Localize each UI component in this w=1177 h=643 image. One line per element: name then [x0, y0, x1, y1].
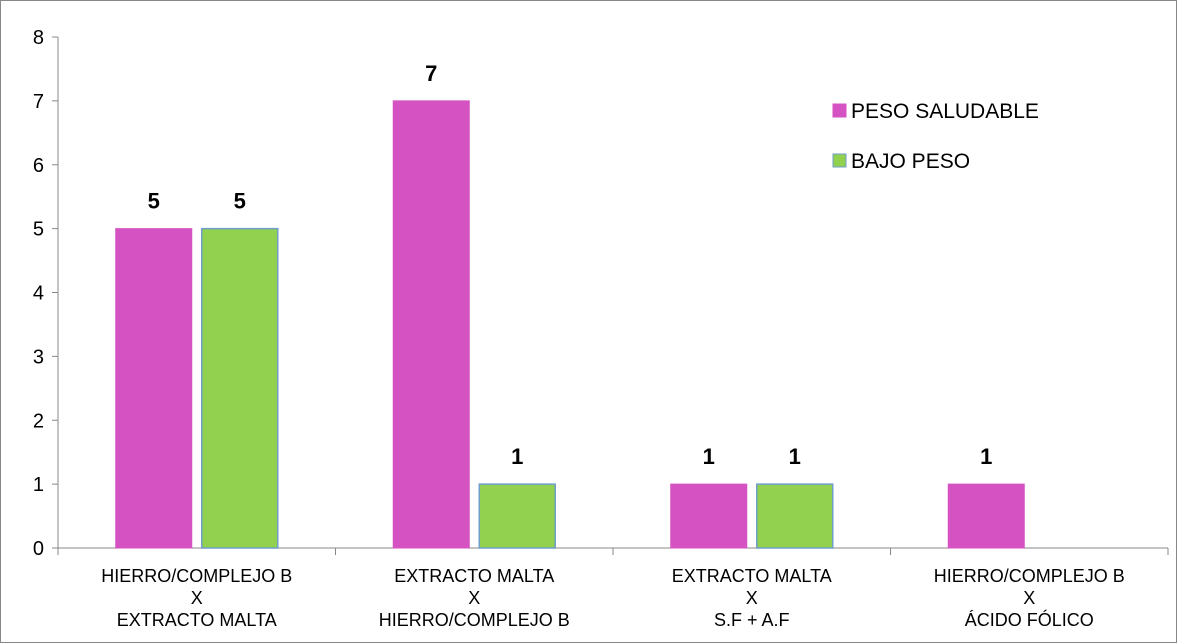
y-tick-label: 0 — [33, 538, 44, 560]
data-label: 1 — [511, 444, 523, 469]
y-tick-label: 5 — [33, 219, 44, 241]
y-tick-label: 2 — [33, 410, 44, 432]
x-category-label-line: X — [746, 588, 758, 608]
bar-peso-saludable — [670, 483, 748, 549]
labels: HIERRO/COMPLEJO B X EXTRACTO MALTAEXTRACTO… — [101, 61, 1125, 630]
x-category-label-line: EXTRACTO MALTA — [394, 566, 554, 586]
data-label: 1 — [703, 444, 715, 469]
y-tick-label: 4 — [33, 283, 44, 305]
bar-bajo-peso — [201, 227, 279, 549]
x-category-label-line: X — [191, 588, 203, 608]
data-label: 5 — [148, 189, 160, 214]
bars — [115, 100, 1025, 549]
y-tick-label: 3 — [33, 346, 44, 368]
y-tick-label: 7 — [33, 91, 44, 113]
x-category-label-line: S.F + A.F — [714, 610, 790, 630]
x-category-label-line: HIERRO/COMPLEJO B — [101, 566, 292, 586]
data-label: 1 — [980, 444, 992, 469]
bar-bajo-peso — [756, 483, 834, 549]
x-category-label-line: X — [1023, 588, 1035, 608]
bar-peso-saludable — [115, 228, 193, 549]
y-tick-label: 8 — [33, 27, 44, 49]
bar-bajo-peso — [478, 483, 556, 549]
x-category-label: EXTRACTO MALTA X S.F + A.F — [672, 566, 832, 630]
x-category-label-line: X — [468, 588, 480, 608]
x-category-label: HIERRO/COMPLEJO B X EXTRACTO MALTA — [101, 566, 292, 630]
x-category-label: HIERRO/COMPLEJO B X ÁCIDO FÓLICO — [934, 566, 1125, 630]
y-tick-label: 6 — [33, 155, 44, 177]
x-category-label-line: EXTRACTO MALTA — [117, 610, 277, 630]
legend-label: BAJO PESO — [851, 150, 970, 173]
x-category-label-line: EXTRACTO MALTA — [672, 566, 832, 586]
x-category-label-line: HIERRO/COMPLEJO B — [379, 610, 570, 630]
legend-swatch — [832, 103, 847, 118]
x-category-label-line: ÁCIDO FÓLICO — [965, 609, 1094, 630]
y-tick-label: 1 — [33, 474, 44, 496]
data-label: 7 — [425, 61, 437, 86]
bar-peso-saludable — [392, 100, 470, 549]
legend-label: PESO SALUDABLE — [851, 100, 1039, 123]
data-label: 1 — [789, 444, 801, 469]
legend: PESO SALUDABLE BAJO PESO — [832, 100, 1039, 173]
x-category-label-line: HIERRO/COMPLEJO B — [934, 566, 1125, 586]
data-label: 5 — [234, 189, 246, 214]
legend-swatch — [832, 153, 847, 168]
x-category-label: EXTRACTO MALTA X HIERRO/COMPLEJO B — [379, 566, 570, 630]
bar-peso-saludable — [947, 483, 1025, 549]
